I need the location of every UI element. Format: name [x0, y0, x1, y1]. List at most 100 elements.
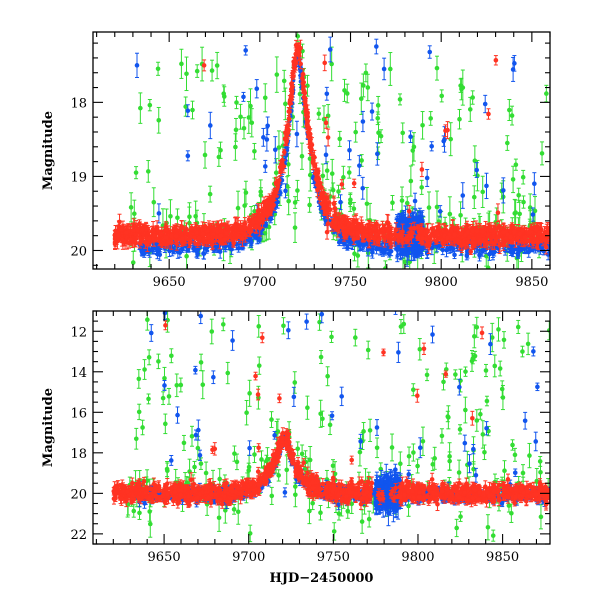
data-point	[283, 188, 288, 194]
data-point	[442, 137, 447, 142]
data-point	[408, 134, 413, 139]
data-point	[345, 245, 350, 251]
data-point	[520, 174, 526, 180]
data-point	[175, 215, 180, 221]
data-point	[299, 153, 305, 159]
data-point	[361, 83, 366, 88]
data-point	[342, 88, 347, 93]
data-point	[424, 175, 430, 181]
data-layer	[112, 32, 550, 278]
data-point	[276, 145, 282, 150]
data-point	[184, 253, 189, 259]
data-point	[184, 71, 189, 77]
data-point	[262, 164, 268, 169]
data-point	[254, 86, 260, 92]
data-point	[376, 130, 381, 136]
data-point	[222, 94, 227, 99]
data-point	[482, 101, 488, 107]
data-point	[420, 122, 425, 128]
data-point	[337, 136, 343, 142]
data-point	[128, 205, 134, 210]
data-point	[185, 153, 191, 159]
data-point	[365, 85, 371, 90]
data-point	[357, 163, 362, 168]
data-point	[459, 86, 464, 92]
data-point	[249, 120, 255, 126]
data-point	[241, 125, 247, 131]
data-point	[262, 231, 268, 236]
data-point	[501, 188, 506, 193]
data-point	[437, 209, 443, 214]
data-point	[530, 212, 536, 217]
data-point	[364, 201, 370, 207]
data-point	[268, 216, 274, 222]
data-point	[484, 183, 489, 189]
data-point	[284, 183, 290, 189]
data-point	[487, 251, 492, 257]
data-point	[427, 49, 433, 55]
data-point	[510, 67, 516, 72]
data-point	[450, 245, 456, 251]
data-point	[485, 265, 491, 269]
data-point	[246, 115, 252, 120]
data-point	[359, 158, 364, 163]
data-point	[286, 198, 291, 204]
data-point	[252, 208, 257, 214]
series-red	[112, 39, 550, 255]
data-point	[375, 115, 381, 121]
data-point	[195, 248, 200, 253]
data-point	[412, 198, 418, 204]
data-point	[183, 104, 188, 109]
series-green	[128, 32, 549, 278]
data-point	[408, 178, 414, 184]
data-point	[363, 70, 369, 76]
data-point	[132, 211, 137, 217]
data-point	[410, 148, 416, 153]
data-point	[295, 188, 300, 193]
data-point	[133, 170, 139, 175]
data-point	[233, 144, 238, 150]
data-point	[509, 113, 515, 118]
data-point	[357, 240, 362, 245]
data-point	[544, 91, 549, 96]
data-point	[474, 167, 479, 173]
data-point	[156, 211, 162, 216]
data-point	[434, 65, 440, 71]
data-point	[207, 191, 213, 197]
data-point	[381, 66, 387, 72]
data-point	[365, 247, 371, 252]
data-point	[399, 198, 405, 203]
data-point	[157, 252, 163, 258]
data-point	[458, 213, 463, 218]
data-point	[281, 78, 287, 84]
data-point	[338, 199, 343, 205]
data-point	[139, 250, 145, 255]
data-point	[252, 148, 257, 154]
data-point	[351, 206, 357, 211]
data-point	[347, 147, 352, 153]
data-point	[294, 131, 300, 137]
data-point	[374, 44, 379, 49]
data-point	[472, 158, 478, 164]
data-point	[323, 152, 329, 158]
data-point	[241, 94, 246, 100]
data-point	[515, 250, 521, 256]
data-point	[341, 175, 346, 180]
data-point	[428, 116, 433, 121]
data-point	[194, 68, 200, 74]
data-point	[292, 200, 298, 205]
data-point	[214, 63, 220, 68]
data-point	[460, 193, 466, 198]
data-point	[261, 135, 266, 140]
data-point	[329, 171, 335, 176]
data-point	[207, 123, 213, 128]
data-point	[375, 151, 380, 157]
data-point	[505, 140, 510, 146]
data-point	[273, 170, 279, 176]
data-point	[517, 211, 522, 217]
data-point	[375, 103, 381, 108]
data-point	[242, 203, 247, 208]
data-point	[401, 273, 406, 278]
data-point	[238, 114, 243, 120]
